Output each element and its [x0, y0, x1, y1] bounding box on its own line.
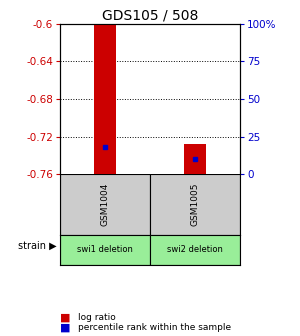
Text: swi2 deletion: swi2 deletion	[167, 245, 223, 254]
Bar	[94, 25, 116, 174]
Text: percentile rank within the sample: percentile rank within the sample	[78, 323, 231, 332]
Title: GDS105 / 508: GDS105 / 508	[102, 8, 198, 23]
Bar	[60, 235, 150, 265]
Text: swi1 deletion: swi1 deletion	[77, 245, 133, 254]
Text: GSM1005: GSM1005	[190, 183, 200, 226]
Bar	[60, 174, 150, 235]
Text: strain ▶: strain ▶	[18, 241, 56, 251]
Text: GSM1004: GSM1004	[100, 183, 109, 226]
Text: ■: ■	[60, 312, 70, 323]
Text: ■: ■	[60, 323, 70, 333]
Text: log ratio: log ratio	[78, 313, 116, 322]
Bar	[150, 174, 240, 235]
Bar	[184, 144, 206, 174]
Bar	[150, 235, 240, 265]
